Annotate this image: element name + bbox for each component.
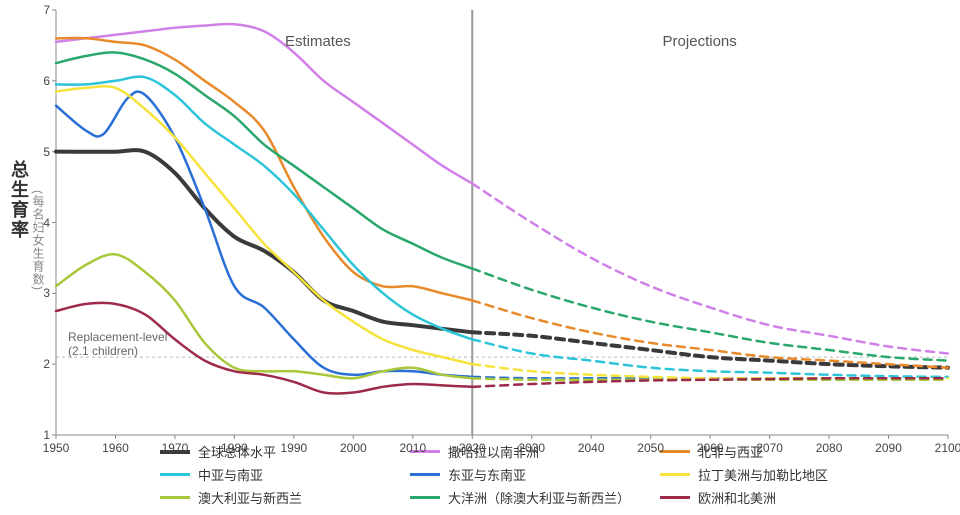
y-axis-label: 总生育率 [6,160,32,240]
series-csa-estimate [56,77,472,340]
legend-swatch [660,473,690,476]
legend-swatch [660,450,690,453]
replacement-line1: Replacement-level [68,331,167,345]
legend-swatch [160,496,190,499]
series-aunz-estimate [56,254,472,378]
x-tick: 1980 [221,441,248,455]
y-tick: 6 [30,74,50,88]
y-tick: 1 [30,428,50,442]
series-oce-estimate [56,52,472,268]
x-tick: 2070 [756,441,783,455]
x-tick: 1970 [162,441,189,455]
y-tick: 4 [30,216,50,230]
legend-item-oce: 大洋洲（除澳大利亚与新西兰） [410,488,660,507]
legend-item-lac: 拉丁美洲与加勒比地区 [660,465,910,484]
legend-item-euna: 欧洲和北美洲 [660,488,910,507]
x-tick: 2040 [578,441,605,455]
x-tick: 2100 [935,441,960,455]
legend-item-esea: 东亚与东南亚 [410,465,660,484]
y-tick: 7 [30,3,50,17]
y-tick: 5 [30,145,50,159]
x-tick: 2090 [875,441,902,455]
series-ssa-estimate [56,24,472,184]
series-lac-estimate [56,86,472,364]
x-tick: 2010 [399,441,426,455]
projections-label: Projections [663,33,737,50]
legend-swatch [160,473,190,476]
legend-swatch [410,496,440,499]
chart-container: 总生育率 (每名妇女生育数) Estimates Projections Rep… [0,0,960,515]
x-tick: 2000 [340,441,367,455]
series-ssa-projection [472,184,948,354]
replacement-line2: (2.1 children) [68,345,167,359]
legend-label: 拉丁美洲与加勒比地区 [698,465,828,484]
x-tick: 2020 [459,441,486,455]
y-tick: 3 [30,286,50,300]
y-tick: 2 [30,357,50,371]
y-axis-sublabel: (每名妇女生育数) [30,190,47,291]
legend-label: 大洋洲（除澳大利亚与新西兰） [448,488,630,507]
legend-label: 澳大利亚与新西兰 [198,488,302,507]
fertility-line-chart [0,0,960,515]
estimates-label: Estimates [285,33,351,50]
replacement-level-label: Replacement-level (2.1 children) [68,331,167,359]
legend-swatch [410,473,440,476]
series-nawa-estimate [56,38,472,300]
legend-item-csa: 中亚与南亚 [160,465,410,484]
legend-label: 欧洲和北美洲 [698,488,776,507]
legend-swatch [660,496,690,499]
x-tick: 2050 [637,441,664,455]
x-tick: 1960 [102,441,129,455]
legend-label: 东亚与东南亚 [448,465,526,484]
legend-label: 中亚与南亚 [198,465,263,484]
x-tick: 1990 [281,441,308,455]
x-tick: 1950 [43,441,70,455]
series-oce-projection [472,269,948,361]
legend-item-aunz: 澳大利亚与新西兰 [160,488,410,507]
x-tick: 2030 [518,441,545,455]
x-tick: 2080 [816,441,843,455]
x-tick: 2060 [697,441,724,455]
